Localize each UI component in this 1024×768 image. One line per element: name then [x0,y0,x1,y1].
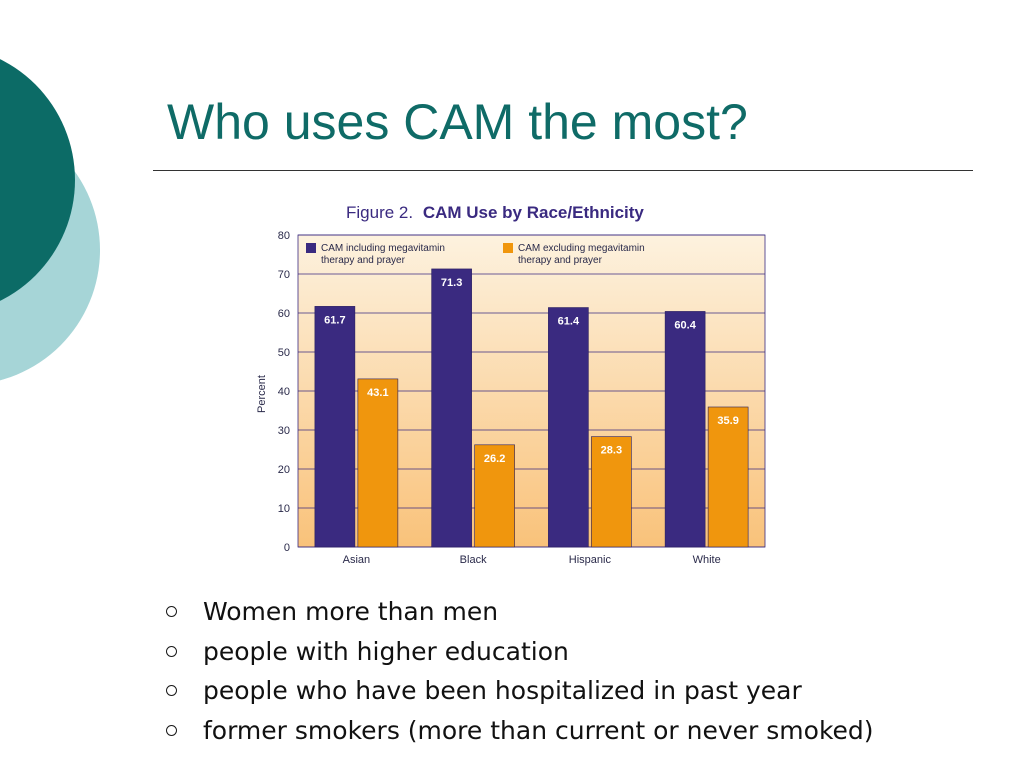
y-tick-label: 30 [278,425,290,437]
bullet-item: people who have been hospitalized in pas… [162,672,874,712]
hollow-circle-icon [166,645,177,657]
bars: 61.7 43.1 71.3 26.2 61.4 28.3 60.4 35.9 [314,268,749,548]
y-tick-label: 20 [278,464,290,476]
dark-teal-circle [0,59,75,301]
chart-title-prefix: Figure 2. [346,203,413,222]
chart-title-main: CAM Use by Race/Ethnicity [423,203,645,222]
bullet-item: people with higher education [162,633,874,673]
bullet-item: Women more than men [162,593,874,633]
data-label: 60.4 [674,319,696,331]
bullet-text: Women more than men [203,597,499,626]
legend-swatch [306,243,316,253]
data-label: 26.2 [484,453,505,465]
data-label: 28.3 [601,445,622,457]
legend-swatch [503,243,513,253]
bullet-text: people who have been hospitalized in pas… [203,676,802,705]
bar [431,268,472,548]
y-tick-label: 80 [278,230,290,242]
legend-label: CAM including megavitamin therapy and pra… [321,243,445,266]
bar [314,306,356,548]
legend: CAM including megavitamin therapy and pra… [306,243,645,266]
hollow-circle-icon [166,606,177,617]
decorative-circles [0,59,100,381]
bullet-text: former smokers (more than current or nev… [203,715,874,745]
bar [591,436,632,548]
legend-label: CAM excluding megavitamin therapy and pra… [518,243,645,266]
cam-use-bar-chart: Figure 2. CAM Use by Race/Ethnicity 0 10 2… [256,203,766,566]
bar [357,378,399,548]
y-axis-label: Percent [256,375,268,413]
y-tick-label: 50 [278,347,290,359]
bullet-item: former smokers (more than current or nev… [162,712,874,752]
bullet-list: Women more than men people with higher e… [162,593,874,751]
y-tick-label: 10 [278,503,290,515]
x-category-label: White [693,554,721,566]
x-category-label: Asian [343,554,371,566]
bar [707,406,749,548]
x-category-label: Hispanic [569,554,612,566]
hollow-circle-icon [166,724,177,736]
y-tick-label: 60 [278,308,290,320]
data-label: 71.3 [441,277,462,289]
bullet-text: people with higher education [203,636,569,666]
data-label: 61.4 [558,316,580,328]
chart-title: Figure 2. CAM Use by Race/Ethnicity [346,203,644,222]
bar [548,307,589,548]
slide-title: Who uses CAM the most? [167,94,748,150]
data-label: 43.1 [367,387,388,399]
bar [664,311,706,548]
title-divider [153,170,973,171]
y-tick-label: 0 [284,542,290,554]
data-label: 61.7 [324,314,345,326]
data-label: 35.9 [717,415,738,427]
hollow-circle-icon [166,685,177,696]
y-tick-label: 70 [278,269,290,281]
y-tick-label: 40 [278,386,290,398]
x-category-label: Black [460,554,487,566]
bar [474,444,515,548]
y-axis-ticks: 0 10 20 30 40 50 60 70 80 [278,230,290,554]
x-axis-categories: Asian Black Hispanic White [343,554,721,566]
